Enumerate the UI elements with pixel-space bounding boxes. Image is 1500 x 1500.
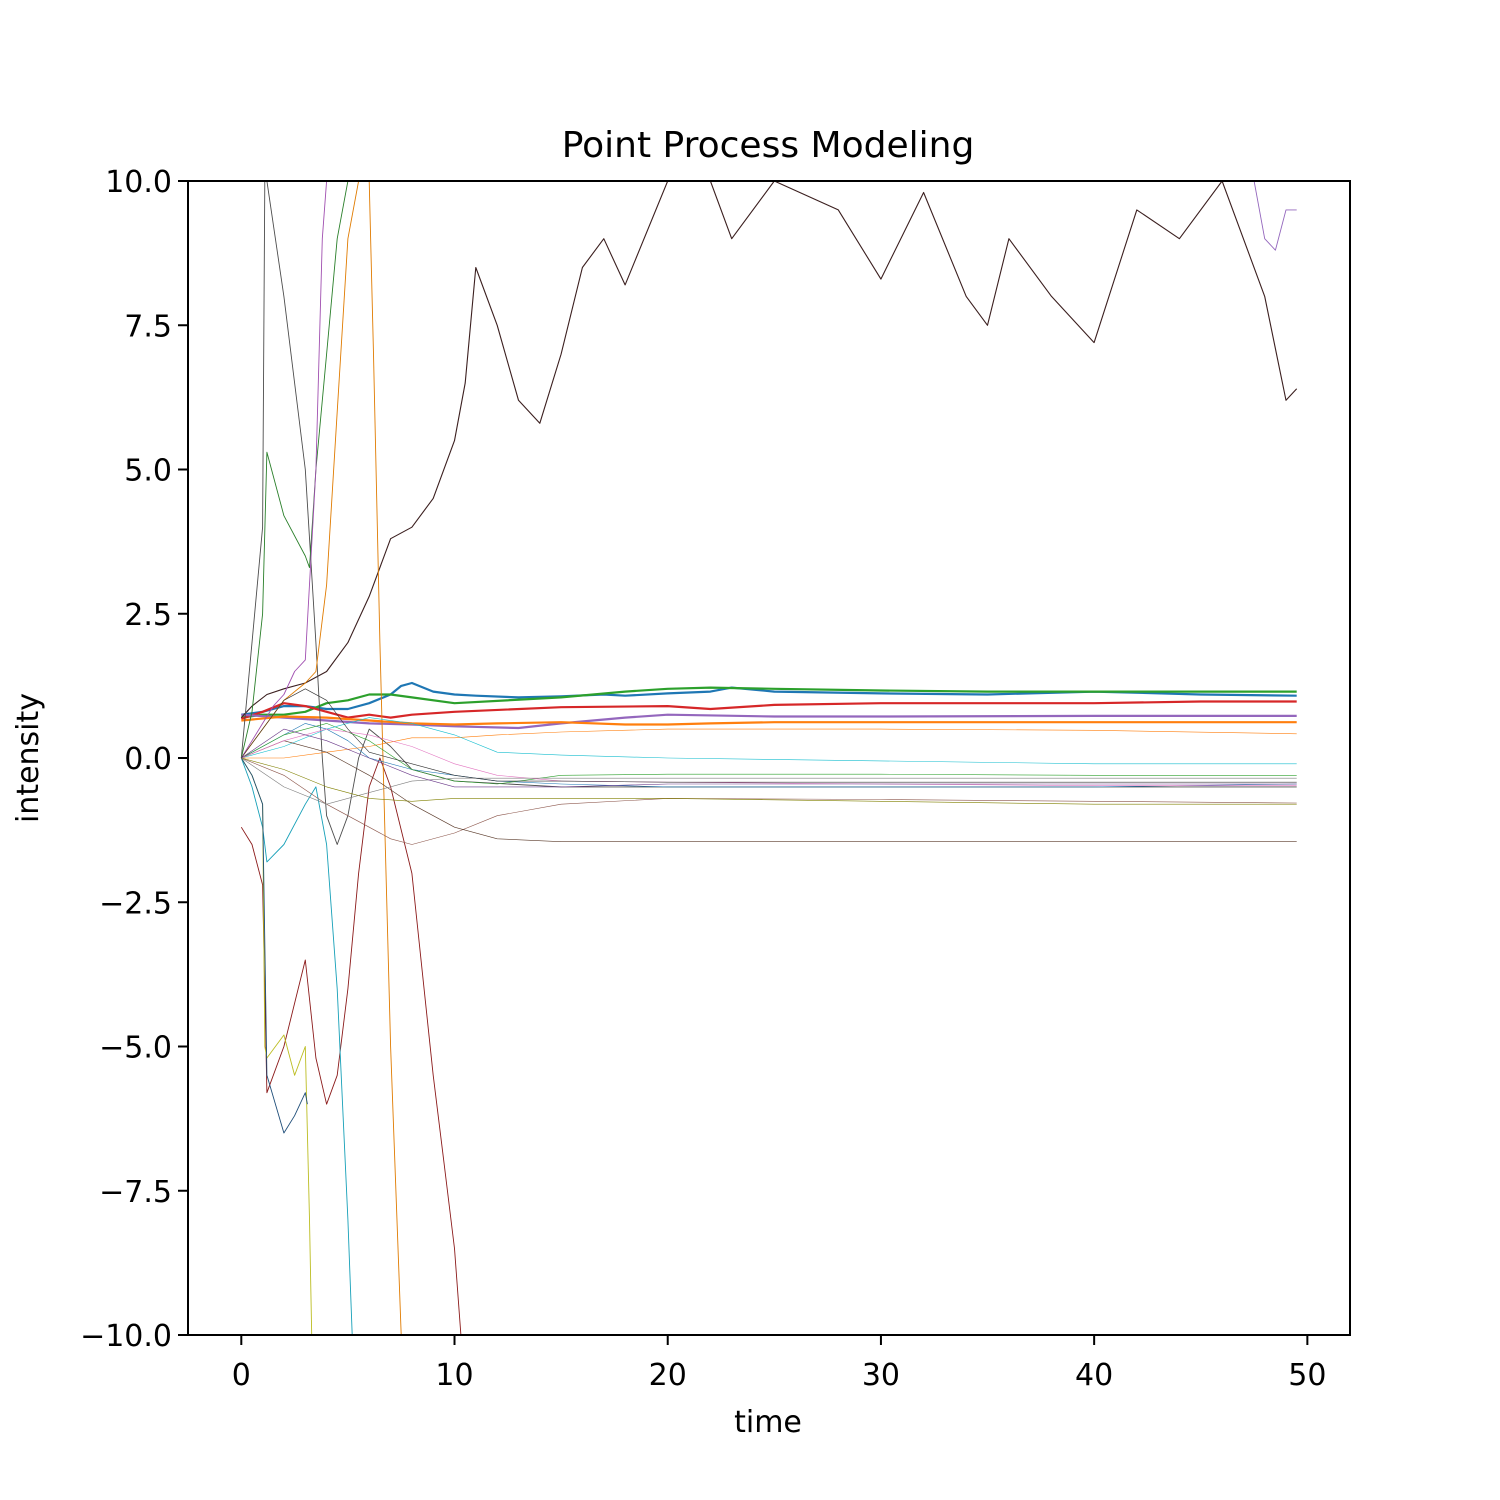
series-line-3 <box>240 700 1297 720</box>
x-axis: 0 10 20 30 40 50 <box>232 1335 1326 1393</box>
series-line-9 <box>240 757 462 1335</box>
y-tick-label: 7.5 <box>124 309 172 344</box>
x-tick-label: 10 <box>435 1358 473 1393</box>
x-tick-label: 40 <box>1075 1358 1113 1393</box>
series-line-17 <box>241 728 1297 759</box>
x-tick-label: 20 <box>649 1358 687 1393</box>
y-axis: −10.0 −7.5 −5.0 −2.5 0.0 2.5 5.0 7.5 10.0 <box>80 165 188 1354</box>
series-line-1 <box>241 681 1297 716</box>
x-tick-label: 50 <box>1288 1358 1326 1393</box>
x-axis-label: time <box>734 1405 802 1440</box>
series-line-10 <box>240 757 353 1335</box>
series-line-8 <box>240 181 412 759</box>
series-line-22 <box>241 757 1297 805</box>
series-line-15 <box>1253 181 1297 251</box>
series-line-4 <box>241 713 1297 730</box>
series-line-26 <box>241 688 1297 783</box>
series-line-2 <box>241 686 1297 719</box>
series-line-21 <box>241 740 1297 843</box>
series-line-18 <box>241 723 1297 785</box>
series-line-6 <box>240 181 1298 718</box>
series-line-5 <box>241 715 1297 726</box>
y-tick-label: −5.0 <box>99 1031 172 1066</box>
y-tick-label: −10.0 <box>80 1319 172 1354</box>
series-line-13 <box>240 181 402 1335</box>
y-axis-label: intensity <box>11 693 46 823</box>
y-tick-label: 10.0 <box>105 165 172 200</box>
series-line-12 <box>240 757 308 1134</box>
series-line-7 <box>240 181 1297 845</box>
series-layer <box>240 181 1298 1335</box>
y-tick-label: 0.0 <box>124 742 172 777</box>
x-tick-label: 30 <box>862 1358 900 1393</box>
y-tick-label: 5.0 <box>124 454 172 489</box>
x-tick-label: 0 <box>232 1358 251 1393</box>
series-line-25 <box>241 728 1297 788</box>
y-tick-label: 2.5 <box>124 598 172 633</box>
series-line-19 <box>241 717 1297 765</box>
y-tick-label: −2.5 <box>99 886 172 921</box>
chart-title: Point Process Modeling <box>562 125 975 166</box>
series-line-14 <box>240 181 328 759</box>
y-tick-label: −7.5 <box>99 1175 172 1210</box>
